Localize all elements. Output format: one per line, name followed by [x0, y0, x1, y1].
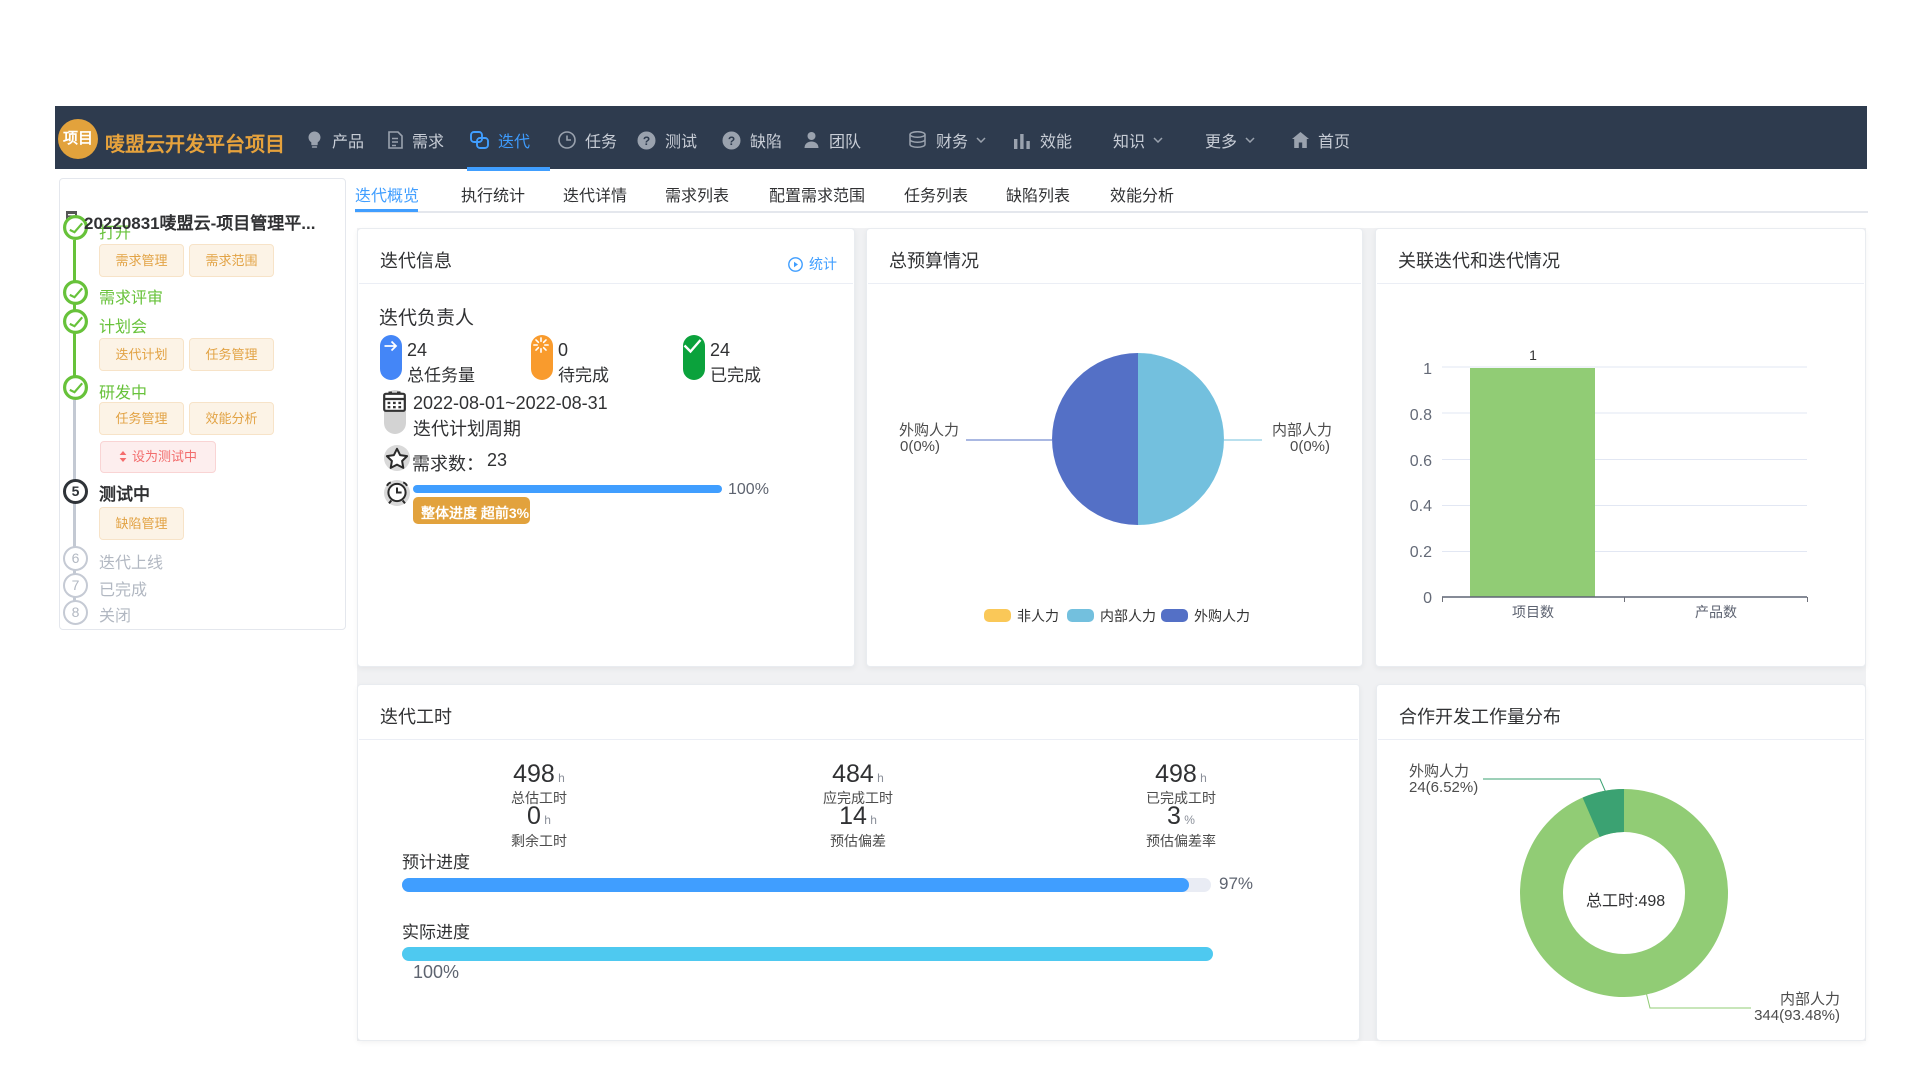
svg-text:产品数: 产品数 [1695, 604, 1737, 620]
svg-text:344(93.48%): 344(93.48%) [1754, 1007, 1840, 1024]
svg-text:非人力: 非人力 [1017, 608, 1059, 624]
svg-text:0(0%): 0(0%) [1290, 438, 1330, 455]
svg-text:0.6: 0.6 [1410, 453, 1432, 470]
svg-text:0.4: 0.4 [1410, 498, 1432, 515]
svg-text:内部人力: 内部人力 [1272, 422, 1332, 439]
svg-text:内部人力: 内部人力 [1780, 991, 1840, 1008]
svg-text:总工时:498: 总工时:498 [1586, 892, 1665, 910]
svg-text:0.2: 0.2 [1410, 544, 1432, 561]
svg-text:?: ? [728, 134, 735, 148]
svg-text:1: 1 [1529, 347, 1537, 363]
svg-text:外购人力: 外购人力 [1409, 763, 1469, 780]
svg-text:项目数: 项目数 [1512, 604, 1554, 620]
svg-text:1: 1 [1423, 361, 1432, 378]
svg-text:?: ? [643, 134, 650, 148]
svg-text:0: 0 [1423, 590, 1432, 607]
svg-text:外购人力: 外购人力 [1194, 608, 1250, 624]
svg-text:内部人力: 内部人力 [1100, 608, 1156, 624]
svg-text:24(6.52%): 24(6.52%) [1409, 779, 1478, 796]
svg-text:外购人力: 外购人力 [899, 422, 959, 439]
svg-text:0.8: 0.8 [1410, 407, 1432, 424]
svg-text:0(0%): 0(0%) [900, 438, 940, 455]
